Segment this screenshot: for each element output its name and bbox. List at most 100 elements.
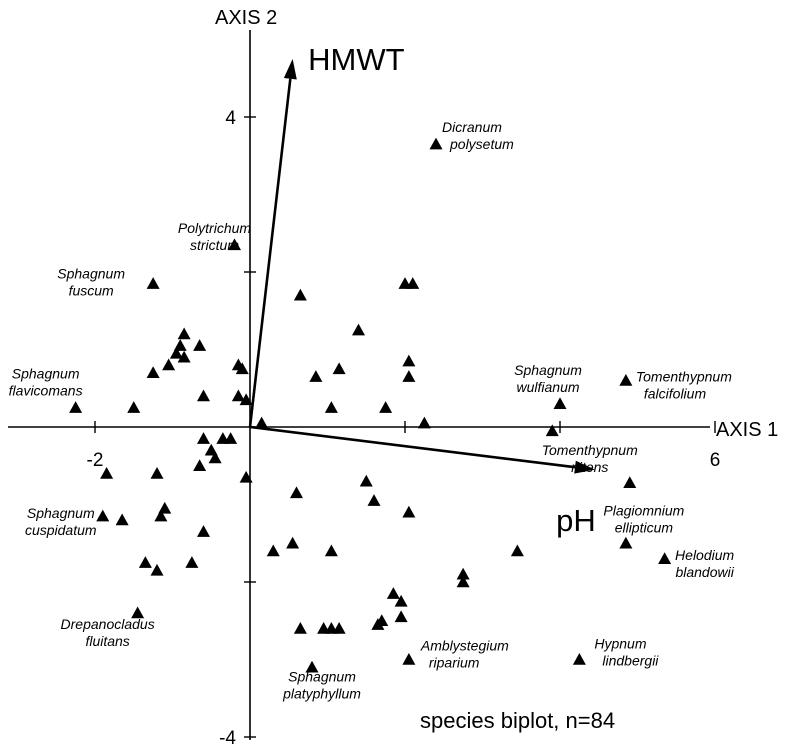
species-point [255, 416, 269, 429]
y-tick-label: -4 [219, 728, 236, 749]
species-point [394, 610, 408, 623]
species-point [309, 370, 323, 382]
species-point [239, 470, 253, 483]
x-axis-title: AXIS 1 [716, 419, 778, 441]
species-label-line: Sphagnum [514, 362, 582, 378]
species-label-line: Polytrichum [178, 220, 251, 236]
species-label-line: Sphagnum [27, 505, 95, 521]
species-label: Sphagnum wulfianum [514, 362, 582, 395]
species-point-labeled [146, 277, 160, 289]
species-point-labeled [619, 374, 633, 386]
species-label-line: Hypnum [594, 636, 646, 652]
species-point [193, 339, 207, 351]
species-label-line: polysetum [449, 136, 514, 152]
species-label-line: blandowii [675, 564, 734, 580]
species-point [402, 505, 416, 518]
vector-arrowhead [574, 460, 595, 474]
species-point [231, 389, 245, 402]
species-point [510, 544, 524, 557]
species-label: Drepanocladus fluitans [61, 616, 155, 649]
environmental-vectors: HMWT pH [248, 42, 596, 538]
species-point [177, 350, 191, 363]
species-point [150, 563, 164, 576]
species-point [193, 459, 207, 471]
species-point [127, 401, 141, 413]
species-label-line: nitens [571, 459, 608, 475]
y-axis-title: AXIS 2 [215, 7, 277, 29]
species-point [216, 432, 230, 444]
species-point [239, 393, 253, 406]
species-label-line: Helodium [675, 547, 734, 563]
species-label: Tomenthypnum falcifolium [636, 369, 732, 402]
species-point [402, 354, 416, 367]
species-label: Helodium blandowii [675, 547, 735, 580]
species-point [197, 432, 210, 444]
species-point-labeled [572, 653, 586, 665]
species-label-line: Dicranum [442, 119, 502, 135]
species-point-labeled [305, 660, 319, 673]
species-label-line: platyphyllum [282, 685, 361, 701]
species-point [359, 474, 373, 487]
species-point [417, 416, 431, 429]
species-point [317, 622, 331, 634]
species-point [324, 544, 338, 557]
species-point-labeled [402, 653, 416, 665]
vector-arrowhead [283, 58, 297, 80]
species-point [332, 362, 346, 375]
axes [8, 30, 710, 740]
species-point [456, 567, 470, 580]
species-point [169, 346, 183, 359]
species-point [286, 536, 300, 549]
vector-label: HMWT [308, 42, 404, 77]
x-tick-label: 6 [710, 450, 721, 471]
species-point [235, 362, 249, 375]
species-label-line: Plagiomnium [603, 502, 684, 518]
chart-caption: species biplot, n=84 [420, 708, 615, 733]
species-label-line: Drepanocladus [61, 616, 155, 632]
species-point-labeled [619, 536, 633, 549]
species-label: Hypnum lindbergii [594, 636, 659, 669]
species-label: Sphagnum fuscum [57, 266, 125, 299]
species-point [394, 594, 408, 607]
species-point [367, 494, 381, 506]
species-point [352, 323, 365, 336]
vector-hmwt [248, 78, 292, 428]
species-point [204, 443, 218, 456]
species-label-line: fluitans [85, 633, 129, 649]
species-point [456, 575, 470, 588]
species-points [69, 137, 672, 673]
vector-ph [249, 425, 576, 469]
species-label-line: ellipticum [615, 519, 674, 535]
species-label: Polytrichum strictum [178, 220, 251, 253]
species-point [115, 513, 129, 526]
species-point [158, 501, 172, 514]
species-point [545, 424, 559, 437]
species-label-line: Tomenthypnum [542, 442, 638, 458]
species-point [150, 467, 164, 479]
y-tick-label: 4 [225, 108, 236, 129]
species-label-line: falcifolium [644, 386, 707, 402]
species-point-labeled [96, 509, 110, 522]
species-point [177, 327, 191, 340]
species-point [138, 556, 152, 568]
species-label-line: lindbergii [602, 653, 659, 669]
species-point-labeled [553, 397, 567, 409]
species-point [197, 389, 210, 402]
x-tick-label: -2 [87, 450, 104, 471]
species-label-line: Tomenthypnum [636, 369, 732, 385]
species-labels: Dicranum polysetum Polytrichum strictum Spha… [9, 119, 735, 701]
axis-ticks: -2 6 4 -4 [87, 108, 721, 749]
species-point [371, 618, 385, 630]
species-point [173, 339, 187, 351]
species-point [185, 556, 199, 568]
species-point-labeled [131, 606, 145, 619]
species-label-line: cuspidatum [25, 522, 97, 538]
species-label-line: flavicomans [9, 383, 83, 399]
species-label: Tomenthypnum nitens [542, 442, 638, 475]
species-point [386, 587, 400, 599]
species-label: Sphagnum cuspidatum [25, 505, 97, 538]
species-point-labeled [429, 137, 443, 150]
species-point [154, 509, 168, 522]
species-point [100, 467, 114, 479]
